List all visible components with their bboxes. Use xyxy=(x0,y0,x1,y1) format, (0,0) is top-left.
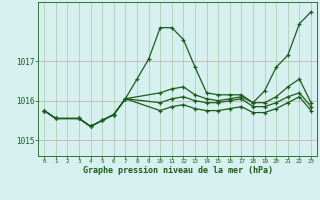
X-axis label: Graphe pression niveau de la mer (hPa): Graphe pression niveau de la mer (hPa) xyxy=(83,166,273,175)
